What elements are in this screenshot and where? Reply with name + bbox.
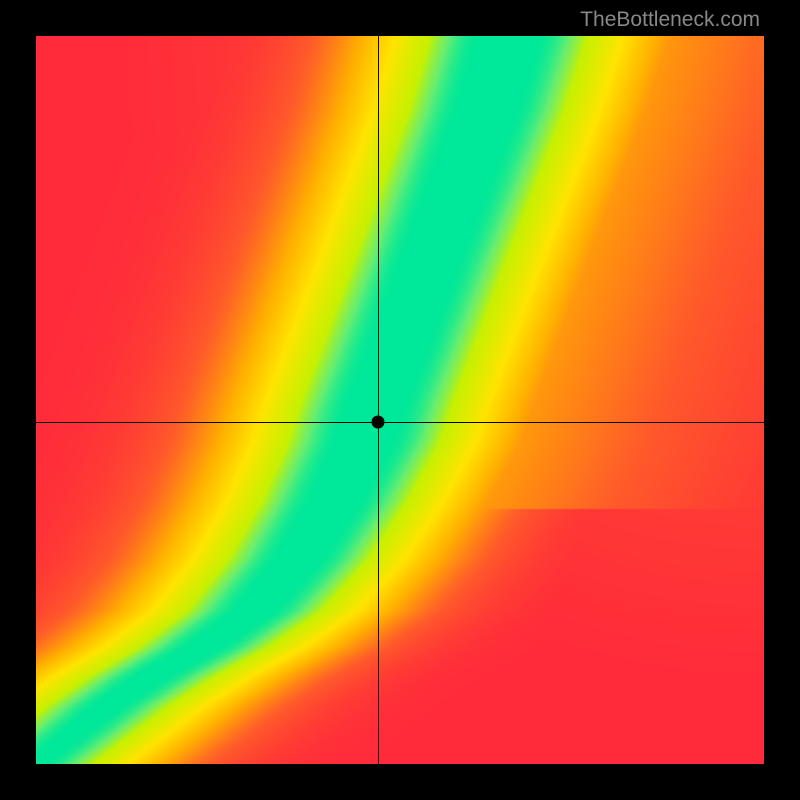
watermark-text: TheBottleneck.com — [580, 8, 760, 32]
crosshair-vertical — [378, 36, 379, 764]
heatmap-canvas — [36, 36, 764, 764]
crosshair-horizontal — [36, 422, 764, 423]
crosshair-marker — [372, 415, 385, 428]
heatmap-plot — [36, 36, 764, 764]
